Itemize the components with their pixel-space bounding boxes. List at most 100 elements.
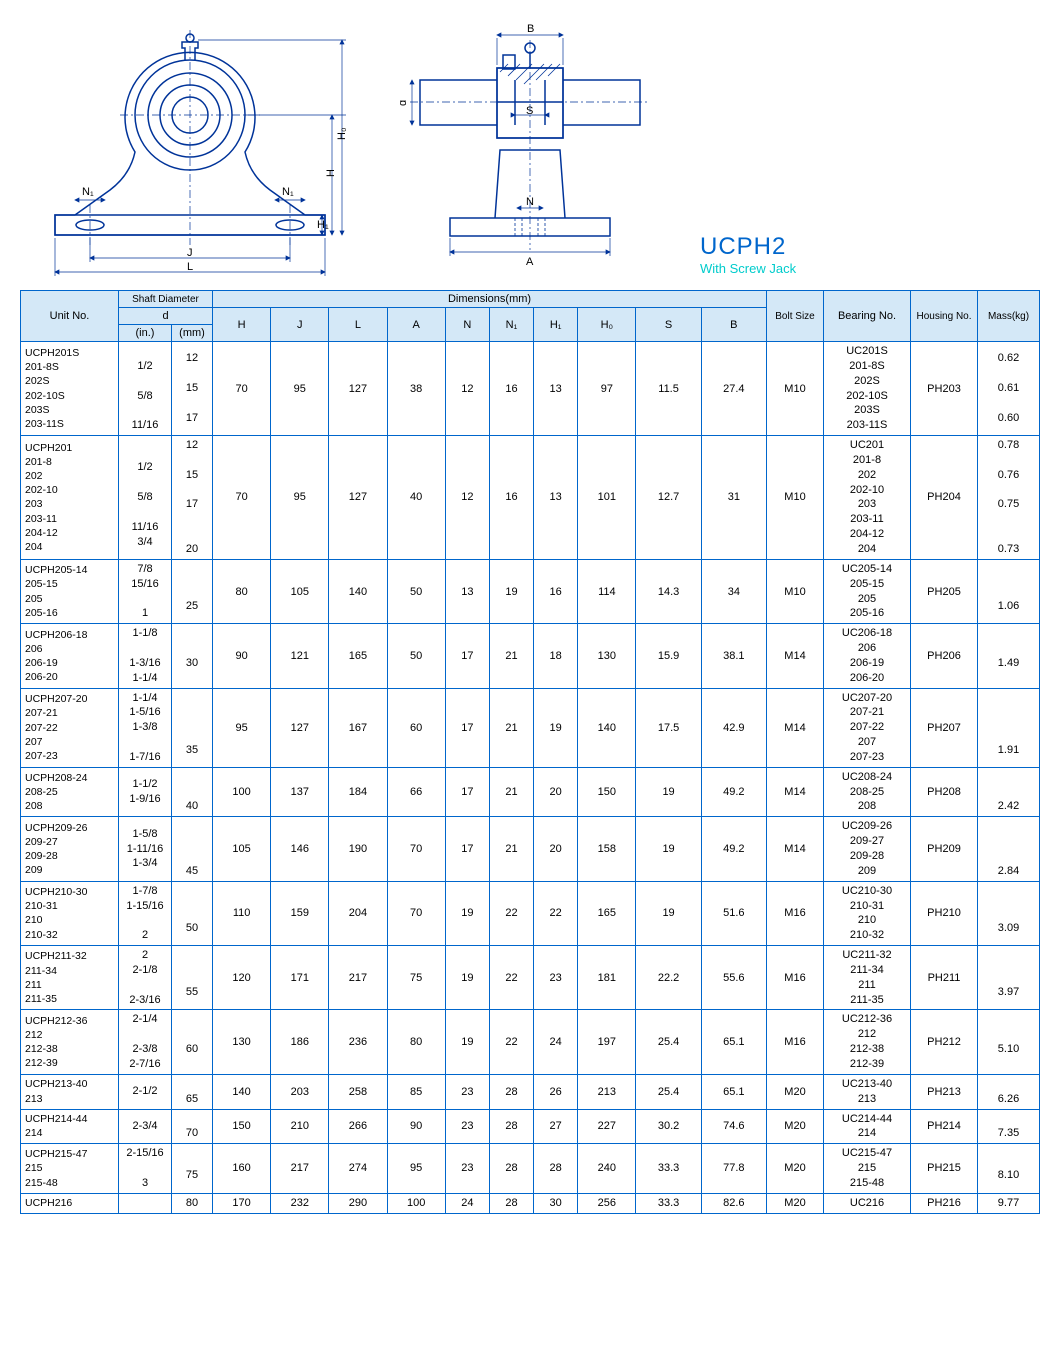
cell: 65	[172, 1074, 213, 1109]
cell: 30	[534, 1193, 578, 1213]
cell: 75	[387, 946, 445, 1010]
cell: 232	[271, 1193, 329, 1213]
cell: 33.3	[636, 1193, 701, 1213]
cell: 22.2	[636, 946, 701, 1010]
cell: 17	[445, 767, 489, 817]
cell: 190	[329, 817, 387, 881]
cell: 12	[445, 342, 489, 436]
table-row: UCPH206-18 206 206-19 206-201-1/8 1-3/16…	[21, 624, 1040, 688]
cell: 28	[489, 1074, 533, 1109]
cell: 171	[271, 946, 329, 1010]
table-row: UCPH215-47 215 215-482-15/16 3 751602172…	[21, 1144, 1040, 1194]
cell: 210	[271, 1109, 329, 1144]
cell: 140	[329, 559, 387, 623]
cell: 127	[329, 436, 387, 560]
label-d: d	[400, 100, 409, 106]
cell: 24	[534, 1010, 578, 1074]
cell: 203	[271, 1074, 329, 1109]
table-row: UCPH210-30 210-31 210 210-321-7/8 1-15/1…	[21, 881, 1040, 945]
table-row: UCPH2168017023229010024283025633.382.6M2…	[21, 1193, 1040, 1213]
cell: UC201 201-8 202 202-10 203 203-11 204-12…	[824, 436, 911, 560]
label-H: H	[325, 169, 337, 177]
cell: M20	[767, 1193, 824, 1213]
cell: PH210	[911, 881, 978, 945]
cell: 13	[445, 559, 489, 623]
cell: 23	[445, 1074, 489, 1109]
cell: 9.77	[978, 1193, 1040, 1213]
cell: 100	[213, 767, 271, 817]
header-bearing: Bearing No.	[824, 291, 911, 342]
cell: 23	[445, 1144, 489, 1194]
cell: 19	[636, 817, 701, 881]
cell: UC209-26 209-27 209-28 209	[824, 817, 911, 881]
cell: 21	[489, 767, 533, 817]
cell: 167	[329, 688, 387, 767]
cell: 227	[578, 1109, 636, 1144]
title-block: UCPH2 With Screw Jack	[700, 233, 796, 276]
cell: UCPH208-24 208-25 208	[21, 767, 119, 817]
cell: 8.10	[978, 1144, 1040, 1194]
label-N: N	[526, 196, 534, 208]
cell: 186	[271, 1010, 329, 1074]
header-J: J	[271, 308, 329, 342]
cell: UC206-18 206 206-19 206-20	[824, 624, 911, 688]
cell: 60	[172, 1010, 213, 1074]
cell: UCPH201 201-8 202 202-10 203 203-11 204-…	[21, 436, 119, 560]
cell: 70	[213, 436, 271, 560]
cell: 80	[213, 559, 271, 623]
cell: UCPH206-18 206 206-19 206-20	[21, 624, 119, 688]
cell: 50	[387, 624, 445, 688]
cell: 12.7	[636, 436, 701, 560]
cell: 12 15 17	[172, 342, 213, 436]
cell: M20	[767, 1109, 824, 1144]
cell: 290	[329, 1193, 387, 1213]
cell: 22	[489, 946, 533, 1010]
label-N1: N₁	[82, 186, 94, 198]
cell: 35	[172, 688, 213, 767]
cell: 1-1/8 1-3/16 1-1/4	[119, 624, 172, 688]
label-H0: H₀	[336, 127, 348, 140]
cell: 11.5	[636, 342, 701, 436]
cell: UC211-32 211-34 211 211-35	[824, 946, 911, 1010]
cell: 1.06	[978, 559, 1040, 623]
cell: 236	[329, 1010, 387, 1074]
cell: UC213-40 213	[824, 1074, 911, 1109]
table-row: UCPH212-36 212 212-38 212-392-1/4 2-3/8 …	[21, 1010, 1040, 1074]
cell: 12 15 17 20	[172, 436, 213, 560]
cell: 16	[489, 342, 533, 436]
cell: 17.5	[636, 688, 701, 767]
cell: UC208-24 208-25 208	[824, 767, 911, 817]
table-row: UCPH201S 201-8S 202S 202-10S 203S 203-11…	[21, 342, 1040, 436]
cell: 19	[445, 946, 489, 1010]
cell: 21	[489, 624, 533, 688]
header-mass: Mass(kg)	[978, 291, 1040, 342]
cell: 95	[213, 688, 271, 767]
cell: 21	[489, 817, 533, 881]
product-title: UCPH2	[700, 233, 786, 261]
cell: 65.1	[701, 1010, 766, 1074]
cell: 1-5/8 1-11/16 1-3/4	[119, 817, 172, 881]
cell: 20	[534, 817, 578, 881]
table-row: UCPH201 201-8 202 202-10 203 203-11 204-…	[21, 436, 1040, 560]
cell: M16	[767, 881, 824, 945]
cell: 150	[213, 1109, 271, 1144]
cell: PH212	[911, 1010, 978, 1074]
label-A: A	[526, 256, 534, 268]
cell: 120	[213, 946, 271, 1010]
cell: UCPH209-26 209-27 209-28 209	[21, 817, 119, 881]
table-row: UCPH213-40 2132-1/2 65140203258852328262…	[21, 1074, 1040, 1109]
cell: 266	[329, 1109, 387, 1144]
cell: 150	[578, 767, 636, 817]
label-S: S	[526, 105, 533, 117]
table-row: UCPH207-20 207-21 207-22 207 207-231-1/4…	[21, 688, 1040, 767]
cell: 127	[329, 342, 387, 436]
cell: 101	[578, 436, 636, 560]
cell: UC212-36 212 212-38 212-39	[824, 1010, 911, 1074]
table-row: UCPH208-24 208-25 2081-1/2 1-9/16 401001…	[21, 767, 1040, 817]
cell: PH207	[911, 688, 978, 767]
cell: 114	[578, 559, 636, 623]
header-A: A	[387, 308, 445, 342]
cell: PH203	[911, 342, 978, 436]
cell: M20	[767, 1074, 824, 1109]
header-housing: Housing No.	[911, 291, 978, 342]
